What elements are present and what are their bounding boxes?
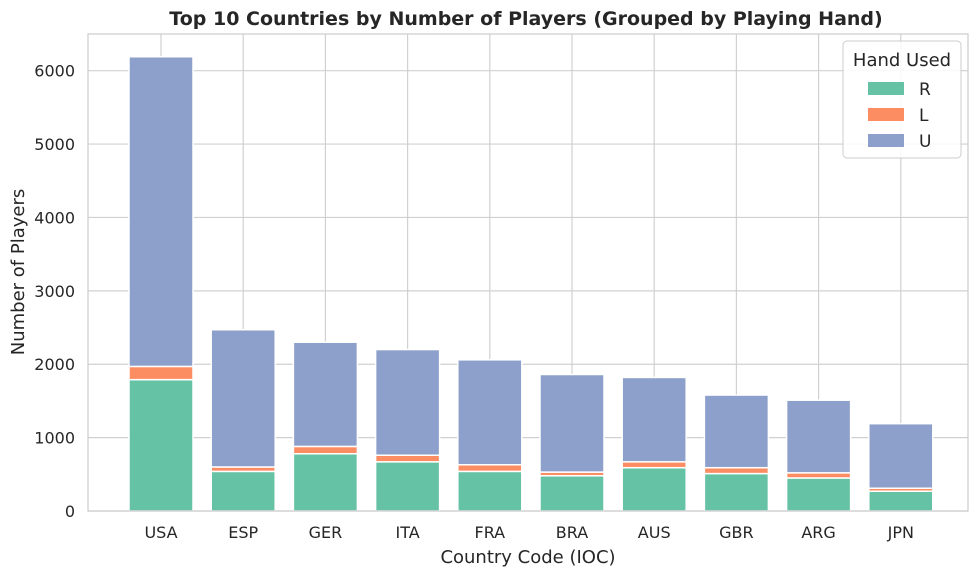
- bar-arg-r: [785, 477, 852, 512]
- legend-title: Hand Used: [853, 50, 951, 71]
- legend-items: RLU: [868, 80, 931, 152]
- bar-ger-r: [292, 453, 359, 512]
- bar-usa-u: [128, 55, 194, 368]
- y-tick-label: 3000: [34, 282, 75, 301]
- x-tick-label-usa: USA: [144, 523, 177, 542]
- legend-swatch-u: [868, 134, 904, 147]
- bar-aus-u: [621, 376, 687, 463]
- bar-gbr-u: [703, 394, 770, 469]
- x-tick-label-bra: BRA: [556, 523, 588, 542]
- legend-swatch-l: [868, 108, 904, 121]
- bar-aus-r: [621, 466, 687, 512]
- x-tick-labels: USA ESP GER ITA FRA BRA AUS GBR ARG JPN: [144, 523, 914, 542]
- legend-swatch-r: [868, 82, 904, 95]
- bar-gbr-l: [703, 466, 770, 475]
- bar-fra-r: [457, 470, 523, 512]
- bar-ita-r: [374, 461, 441, 512]
- x-tick-label-arg: ARG: [801, 523, 835, 542]
- x-tick-label-esp: ESP: [228, 523, 258, 542]
- y-tick-label: 6000: [34, 62, 75, 81]
- y-tick-label: 1000: [34, 429, 75, 448]
- x-axis-label: Country Code (IOC): [440, 547, 615, 568]
- x-tick-label-ita: ITA: [395, 523, 419, 542]
- x-tick-label-fra: FRA: [474, 523, 505, 542]
- legend-frame: [842, 40, 962, 159]
- bar-esp-u: [210, 328, 276, 468]
- bar-bra-u: [539, 373, 605, 473]
- bar-ita-u: [374, 348, 441, 456]
- x-tick-label-jpn: JPN: [887, 523, 914, 542]
- y-tick-label: 2000: [34, 355, 75, 374]
- x-tick-label-aus: AUS: [638, 523, 671, 542]
- bar-esp-r: [210, 470, 276, 512]
- legend-label-u: U: [919, 132, 931, 152]
- y-axis-label: Number of Players: [8, 189, 29, 356]
- bar-bra-r: [539, 475, 605, 512]
- bar-ger-l: [292, 445, 359, 455]
- plot-frame: [87, 33, 969, 512]
- y-tick-label: 4000: [34, 208, 75, 227]
- bar-arg-l: [785, 472, 852, 479]
- bar-jpn-u: [868, 422, 934, 490]
- legend: Hand Used RLU: [842, 40, 962, 159]
- y-tick-label: 0: [65, 502, 75, 521]
- x-tick-label-gbr: GBR: [719, 523, 754, 542]
- bar-gbr-r: [703, 472, 770, 512]
- legend-label-l: L: [919, 106, 929, 126]
- bar-jpn-r: [868, 490, 934, 512]
- y-tick-label: 5000: [34, 135, 75, 154]
- x-tick-label-ger: GER: [309, 523, 343, 542]
- chart-title: Top 10 Countries by Number of Players (G…: [169, 8, 882, 30]
- bar-fra-l: [457, 464, 523, 473]
- bar-aus-l: [621, 461, 687, 469]
- bars: [128, 55, 934, 512]
- bar-usa-r: [128, 378, 194, 512]
- bar-usa-l: [128, 365, 194, 381]
- bar-ita-l: [374, 454, 441, 463]
- bar-ger-u: [292, 341, 359, 448]
- y-tick-labels: 0 1000 2000 3000 4000 5000 6000: [34, 62, 75, 521]
- legend-label-r: R: [919, 80, 931, 100]
- bar-arg-u: [785, 399, 852, 474]
- bar-fra-u: [457, 359, 523, 466]
